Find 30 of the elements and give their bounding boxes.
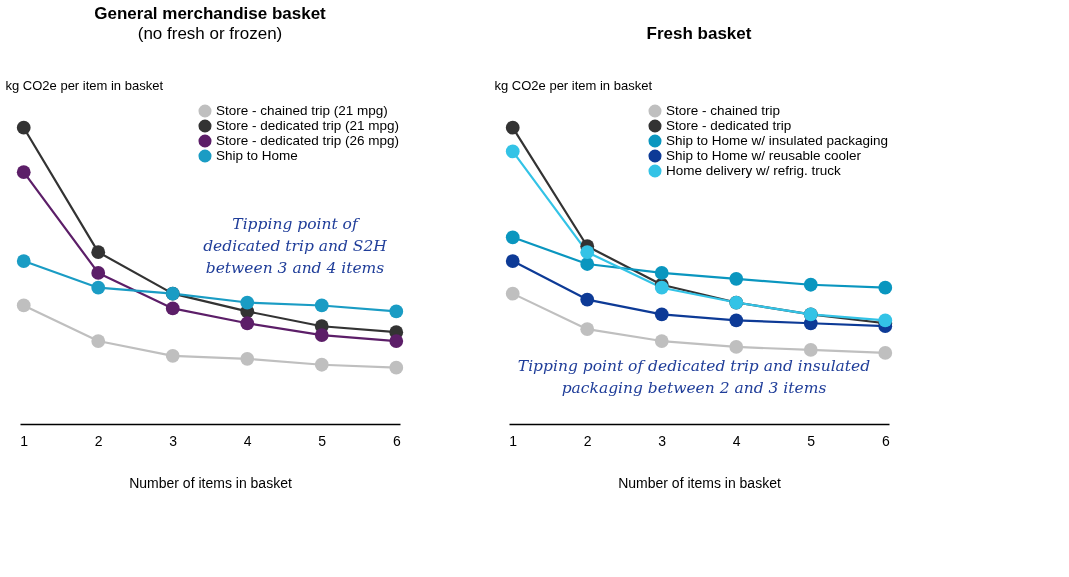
legend-label: Home delivery w/ refrig. truck [666,163,842,178]
x-tick-label: 4 [243,432,252,449]
x-tick-label: 2 [94,432,103,449]
x-tick-label: 6 [881,432,890,449]
chart-title: General merchandise basket [94,4,327,23]
legend-label: Ship to Home [216,148,298,163]
x-tick-label: 6 [392,432,401,449]
x-tick-label: 1 [509,432,518,449]
annotation: Tipping point of dedicated trip and insulated packaging between 2 and 3 items [517,357,871,397]
x-tick-label: 5 [807,432,816,449]
x-tick-label: 3 [658,432,667,449]
legend-label: Store - chained trip [666,103,781,118]
x-tick-label: 5 [318,432,327,449]
x-tick-label: 3 [169,432,178,449]
legend-label: Store - dedicated trip (21 mpg) [216,118,400,133]
x-axis-title: Number of items in basket [618,474,781,491]
legend-label: Store - dedicated trip (26 mpg) [216,133,400,148]
legend-label: Store - dedicated trip [666,118,792,133]
x-tick-label: 4 [732,432,741,449]
legend-label: Store - chained trip (21 mpg) [216,103,388,118]
x-tick-label: 1 [20,432,29,449]
chart-subtitle: (no fresh or frozen) [137,24,283,43]
legend-label: Ship to Home w/ reusable cooler [666,148,862,163]
x-axis-title: Number of items in basket [129,474,292,491]
annotation: Tipping point of dedicated trip and S2H between 3 and 4 items [203,215,388,277]
x-tick-label: 2 [583,432,592,449]
chart-title: Fresh basket [646,24,752,43]
legend-label: Ship to Home w/ insulated packaging [666,133,889,148]
y-axis-title: kg CO2e per item in basket [5,77,164,93]
y-axis-title: kg CO2e per item in basket [494,77,653,93]
